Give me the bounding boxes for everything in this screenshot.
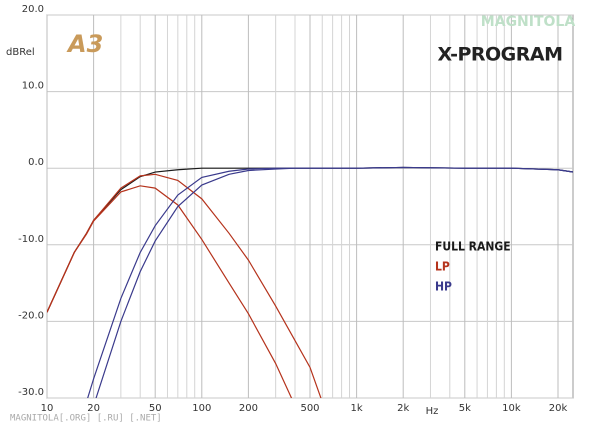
x-tick-label: 20k — [549, 403, 568, 414]
y-tick-label: 20.0 — [22, 4, 44, 15]
x-tick-label: 2k — [397, 403, 409, 414]
x-tick-label: 20 — [87, 403, 100, 414]
footer: MAGNITOLA[.ORG] [.RU] [.NET] — [10, 414, 162, 424]
x-tick-label: 500 — [300, 403, 319, 414]
x-tick-label: 50 — [149, 403, 162, 414]
x-tick-label: 100 — [192, 403, 211, 414]
chart-title: X-PROGRAM — [437, 44, 562, 66]
y-axis-label: dBRel — [6, 47, 35, 58]
y-tick-label: -30.0 — [18, 387, 44, 398]
y-tick-label: -10.0 — [18, 234, 44, 245]
legend-entry: FULL RANGE — [435, 240, 511, 254]
x-tick-label: 1k — [351, 403, 363, 414]
y-tick-label: -20.0 — [18, 310, 44, 321]
legend-entry: LP — [435, 260, 450, 274]
x-tick-label: 10 — [41, 403, 54, 414]
series-line — [47, 173, 322, 398]
series-line — [95, 166, 573, 398]
x-tick-label: 200 — [239, 403, 258, 414]
x-tick-label: 10k — [502, 403, 521, 414]
x-tick-label: 5k — [459, 403, 471, 414]
logo: A3 — [66, 30, 103, 58]
x-axis-label: Hz — [426, 406, 439, 417]
y-tick-label: 0.0 — [28, 157, 44, 168]
legend-entry: HP — [435, 280, 452, 294]
lines — [47, 166, 573, 398]
watermark: MAGNITOLA — [481, 14, 576, 30]
y-tick-label: 10.0 — [22, 81, 44, 92]
